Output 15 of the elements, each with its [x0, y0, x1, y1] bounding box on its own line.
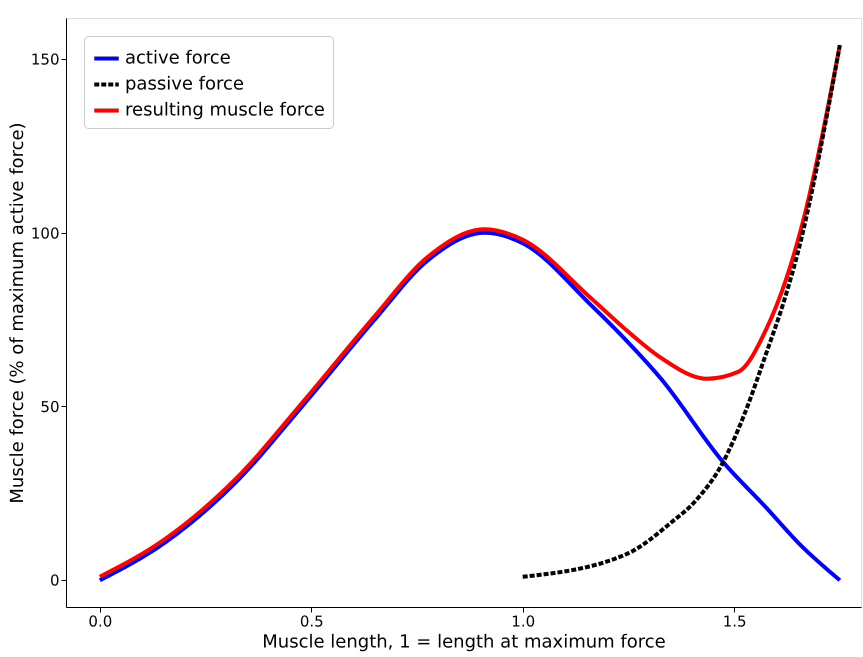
- y-tick-label: 100: [30, 224, 60, 242]
- y-tick-label: 0: [50, 572, 60, 590]
- x-tick-label: 1.5: [722, 612, 747, 630]
- y-tick-label: 150: [30, 50, 60, 69]
- x-axis-title: Muscle length, 1 = length at maximum force: [262, 632, 666, 652]
- y-axis-title: Muscle force (% of maximum active force): [6, 122, 28, 504]
- legend-label: resulting muscle force: [125, 100, 325, 120]
- x-tick-label: 1.0: [511, 612, 536, 630]
- legend-label: passive force: [125, 74, 244, 94]
- x-tick-label: 0.5: [300, 612, 324, 630]
- line-series: [98, 230, 842, 582]
- x-tick-label: 0.0: [88, 612, 112, 630]
- y-tick-label: 50: [40, 398, 60, 416]
- legend-label: active force: [125, 48, 231, 68]
- line-series: [520, 43, 842, 579]
